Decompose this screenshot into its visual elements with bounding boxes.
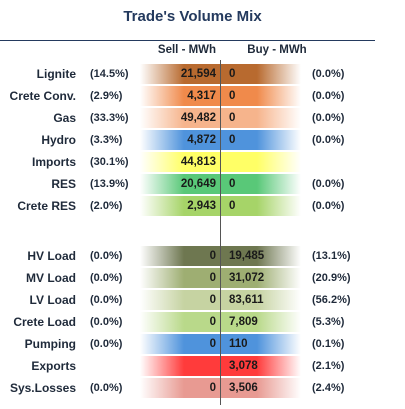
buy-percent: (0.0%) xyxy=(312,134,345,146)
buy-value-cell: 0 xyxy=(221,196,301,216)
buy-value-cell: 19,485 xyxy=(221,246,301,266)
buy-value-cell: 83,611 xyxy=(221,290,301,310)
table-row: Sys.Losses (0.0%) 0 3,506 (2.4%) xyxy=(0,378,390,398)
sell-value-cell: 0 xyxy=(140,246,220,266)
buy-column-header: Buy - MWh xyxy=(247,44,307,56)
table-row: Imports (30.1%) 44,813 xyxy=(0,152,390,172)
row-label: Lignite xyxy=(36,67,76,81)
buy-percent: (2.4%) xyxy=(312,382,345,394)
table-row: Pumping (0.0%) 0 110 (0.1%) xyxy=(0,334,390,354)
sell-value-cell: 4,872 xyxy=(140,130,220,150)
sell-value-cell: 0 xyxy=(140,290,220,310)
row-label: HV Load xyxy=(27,249,76,263)
table-row: Lignite (14.5%) 21,594 0 (0.0%) xyxy=(0,64,390,84)
sell-value-cell: 49,482 xyxy=(140,108,220,128)
table-row: Gas (33.3%) 49,482 0 (0.0%) xyxy=(0,108,390,128)
sell-percent: (14.5%) xyxy=(90,68,129,80)
sell-percent: (0.0%) xyxy=(90,316,123,328)
buy-value-cell: 0 xyxy=(221,64,301,84)
row-label: Pumping xyxy=(24,337,76,351)
sell-percent: (0.0%) xyxy=(90,250,123,262)
buy-value-cell: 3,506 xyxy=(221,378,301,398)
sell-percent: (0.0%) xyxy=(90,294,123,306)
row-label: Crete RES xyxy=(17,199,76,213)
buy-value-cell: 0 xyxy=(221,108,301,128)
row-label: Imports xyxy=(31,155,76,169)
buy-percent: (56.2%) xyxy=(312,294,351,306)
table-row: RES (13.9%) 20,649 0 (0.0%) xyxy=(0,174,390,194)
sell-percent: (2.9%) xyxy=(90,90,123,102)
chart-title: Trade's Volume Mix xyxy=(123,8,262,25)
sell-percent: (2.0%) xyxy=(90,200,123,212)
table-row: Crete RES (2.0%) 2,943 0 (0.0%) xyxy=(0,196,390,216)
row-label: Hydro xyxy=(41,133,76,147)
sell-percent: (30.1%) xyxy=(90,156,129,168)
row-label: RES xyxy=(51,177,76,191)
buy-percent: (0.0%) xyxy=(312,90,345,102)
buy-value-cell: 0 xyxy=(221,174,301,194)
title-rule xyxy=(0,40,375,41)
row-label: Sys.Losses xyxy=(9,381,76,395)
sell-percent: (0.0%) xyxy=(90,382,123,394)
buy-value-cell: 3,078 xyxy=(221,356,301,376)
buy-percent: (2.1%) xyxy=(312,360,345,372)
buy-percent: (0.1%) xyxy=(312,338,345,350)
table-row: MV Load (0.0%) 0 31,072 (20.9%) xyxy=(0,268,390,288)
buy-value-cell: 7,809 xyxy=(221,312,301,332)
table-row: HV Load (0.0%) 0 19,485 (13.1%) xyxy=(0,246,390,266)
buy-percent: (13.1%) xyxy=(312,250,351,262)
sell-value-cell: 2,943 xyxy=(140,196,220,216)
sell-percent: (0.0%) xyxy=(90,338,123,350)
buy-percent: (5.3%) xyxy=(312,316,345,328)
buy-percent: (20.9%) xyxy=(312,272,351,284)
table-row: Hydro (3.3%) 4,872 0 (0.0%) xyxy=(0,130,390,150)
sell-value-cell: 4,317 xyxy=(140,86,220,106)
sell-value-cell xyxy=(140,356,220,376)
row-label: MV Load xyxy=(26,271,76,285)
row-label: LV Load xyxy=(29,293,76,307)
sell-value-cell: 44,813 xyxy=(140,152,220,172)
sell-column-header: Sell - MWh xyxy=(157,44,217,56)
sell-value-cell: 20,649 xyxy=(140,174,220,194)
buy-value-cell: 110 xyxy=(221,334,301,354)
sell-value-cell: 21,594 xyxy=(140,64,220,84)
buy-value-cell: 0 xyxy=(221,130,301,150)
sell-percent: (0.0%) xyxy=(90,272,123,284)
center-divider xyxy=(220,60,221,405)
table-row: Crete Conv. (2.9%) 4,317 0 (0.0%) xyxy=(0,86,390,106)
sell-percent: (33.3%) xyxy=(90,112,129,124)
buy-percent: (0.0%) xyxy=(312,68,345,80)
sell-value-cell: 0 xyxy=(140,312,220,332)
buy-value-cell xyxy=(221,152,301,172)
buy-value-cell: 31,072 xyxy=(221,268,301,288)
buy-percent: (0.0%) xyxy=(312,200,345,212)
sell-percent: (3.3%) xyxy=(90,134,123,146)
buy-percent: (0.0%) xyxy=(312,112,345,124)
sell-value-cell: 0 xyxy=(140,334,220,354)
table-row: Exports 3,078 (2.1%) xyxy=(0,356,390,376)
table-row: Crete Load (0.0%) 0 7,809 (5.3%) xyxy=(0,312,390,332)
buy-value-cell: 0 xyxy=(221,86,301,106)
row-label: Exports xyxy=(31,359,76,373)
table-row: LV Load (0.0%) 0 83,611 (56.2%) xyxy=(0,290,390,310)
row-label: Gas xyxy=(53,111,76,125)
sell-percent: (13.9%) xyxy=(90,178,129,190)
row-label: Crete Load xyxy=(13,315,76,329)
buy-percent: (0.0%) xyxy=(312,178,345,190)
sell-value-cell: 0 xyxy=(140,378,220,398)
sell-value-cell: 0 xyxy=(140,268,220,288)
row-label: Crete Conv. xyxy=(9,89,76,103)
